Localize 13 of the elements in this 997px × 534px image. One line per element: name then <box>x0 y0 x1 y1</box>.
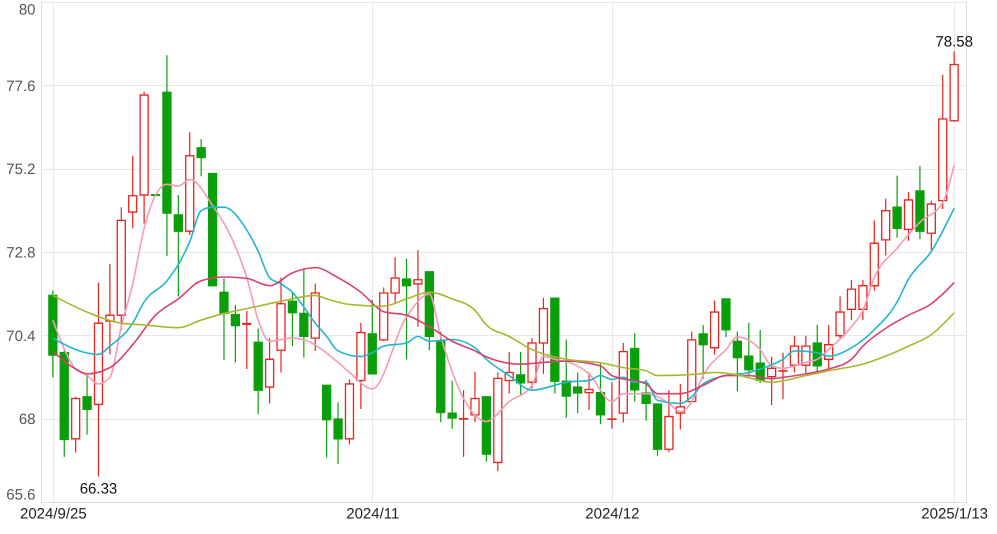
y-tick-label: 68 <box>18 411 36 428</box>
annotation: 78.58 <box>935 33 973 50</box>
y-tick-label: 75.2 <box>6 161 36 178</box>
x-tick-label: 2024/9/25 <box>20 506 87 522</box>
annotation: 66.33 <box>80 480 118 498</box>
y-tick-label: 77.6 <box>6 78 36 95</box>
x-tick-label: 2024/12 <box>585 506 640 522</box>
y-tick-label: 80 <box>18 2 36 18</box>
y-tick-label: 72.8 <box>6 244 36 262</box>
y-tick-label: 65.6 <box>6 486 36 504</box>
y-tick-label: 70.4 <box>6 328 36 345</box>
x-tick-label: 2024/11 <box>346 506 400 522</box>
x-tick-label: 2025/1/13 <box>921 506 988 522</box>
